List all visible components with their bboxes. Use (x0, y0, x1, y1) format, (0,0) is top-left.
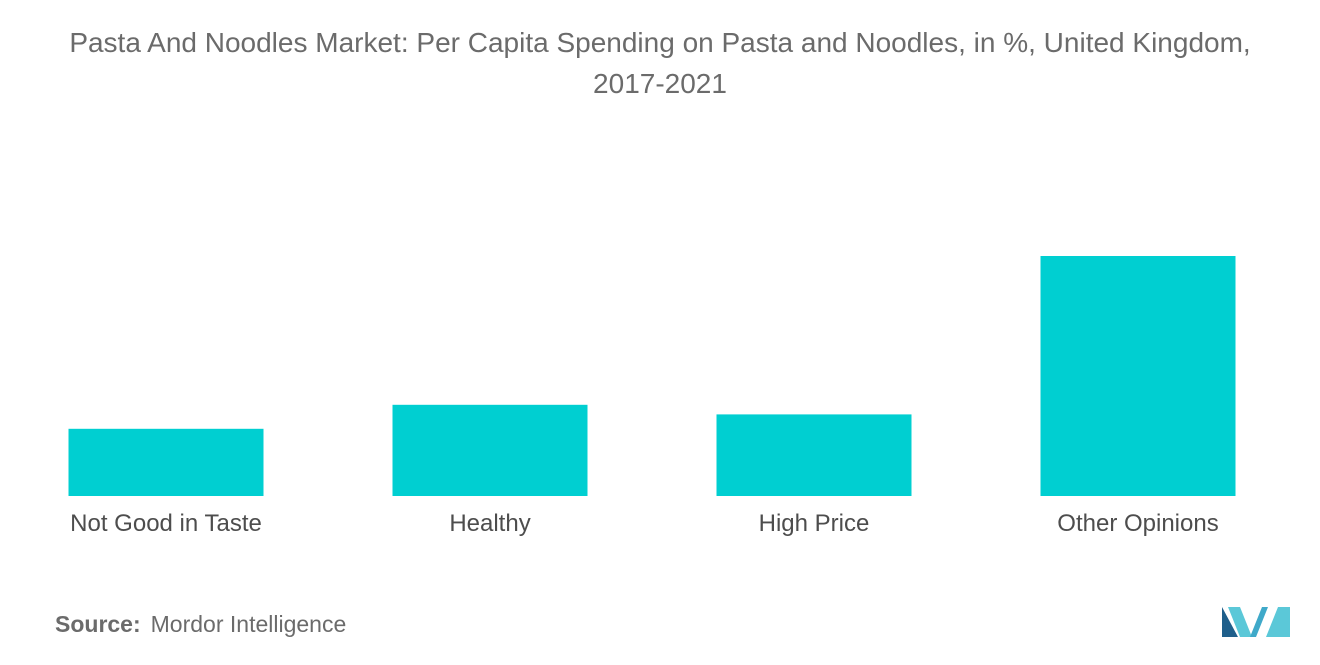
bar-not-good-in-taste (68, 428, 264, 496)
chart-title: Pasta And Noodles Market: Per Capita Spe… (69, 27, 1251, 99)
category-labels-group: Not Good in Taste Healthy High Price Other … (70, 510, 1219, 537)
source-value: Mordor Intelligence (150, 611, 347, 637)
category-label-not-good-in-taste: Not Good in Taste (70, 510, 262, 537)
source-footer: Source: Mordor Intelligence (55, 611, 346, 638)
category-label-healthy: Healthy (449, 510, 530, 537)
category-label-other-opinions: Other Opinions (1057, 510, 1218, 537)
mordor-intelligence-logo-icon (1222, 607, 1290, 637)
category-label-high-price: High Price (759, 510, 870, 537)
source-label: Source: (55, 611, 141, 637)
bar-high-price (716, 414, 912, 496)
bars-group (68, 256, 1236, 496)
bar-other-opinions (1040, 256, 1236, 496)
bar-healthy (392, 404, 588, 496)
